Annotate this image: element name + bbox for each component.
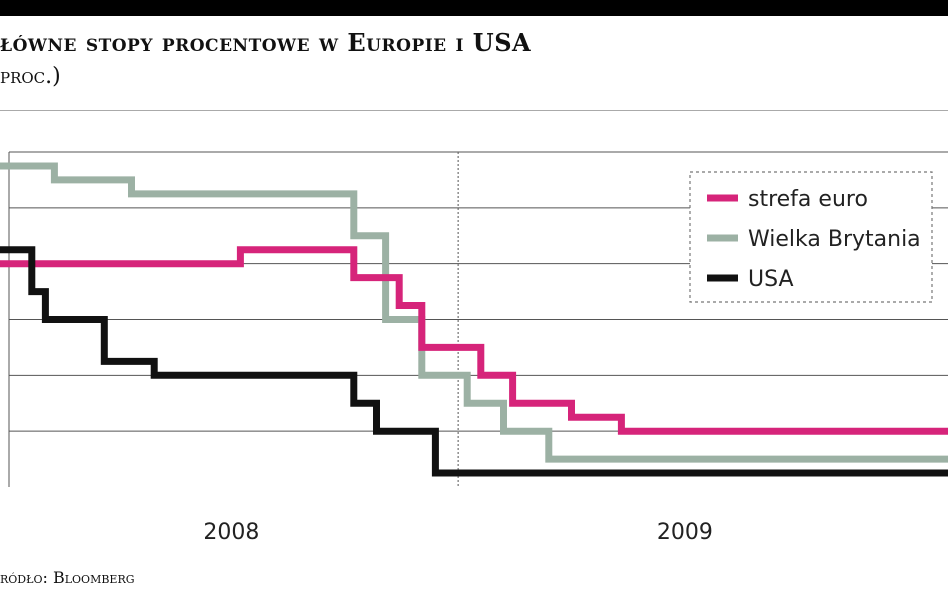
series-line-0: [0, 246, 948, 435]
series-line-2: [0, 246, 948, 477]
series-line-1: [0, 162, 948, 463]
series-layer: [0, 162, 948, 477]
top-black-bar: [0, 0, 948, 16]
source-note: ródło: Bloomberg: [0, 568, 135, 587]
legend: strefa euro Wielka Brytania USA: [689, 171, 933, 303]
legend-label-2: USA: [748, 267, 794, 292]
chart-subtitle: proc.): [0, 64, 61, 89]
legend-label-0: strefa euro: [748, 187, 868, 212]
x-tick-label-0: 2008: [203, 520, 259, 545]
x-tick-label-1: 2009: [657, 520, 713, 545]
header-divider: [0, 110, 948, 111]
chart-title: łówne stopy procentowe w Europie i USA: [0, 28, 532, 57]
legend-label-1: Wielka Brytania: [748, 227, 921, 252]
x-axis: 2008 2009: [203, 520, 713, 545]
step-line-chart: 2008 2009 strefa euro Wielka Brytania USA: [0, 151, 948, 545]
